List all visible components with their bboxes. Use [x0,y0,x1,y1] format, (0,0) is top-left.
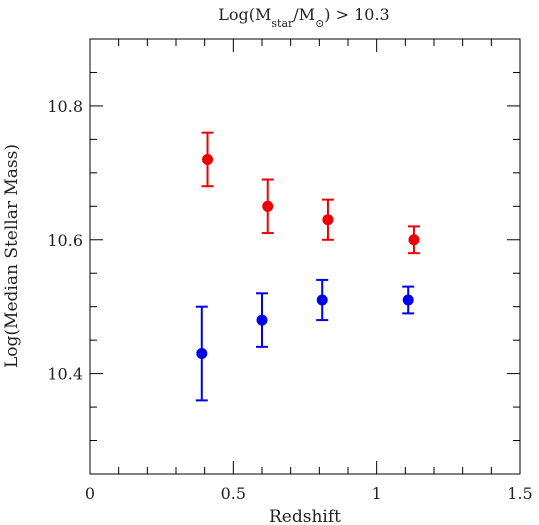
axis-ticks [89,38,521,475]
y-tick-label: 10.4 [47,365,83,384]
y-axis-label: Log(Median Stellar Mass) [2,144,22,368]
data-points [195,131,420,402]
chart-title: Log(Mstar/M⊙) > 10.3 [218,5,389,30]
x-axis-label: Redshift [269,507,341,525]
y-tick-label: 10.8 [47,97,83,116]
data-point [262,200,274,212]
plot-frame [89,38,521,475]
axis-tick-labels: 0 0.5 1 1.5 10.4 10.6 10.8 [47,97,532,503]
y-tick-label: 10.6 [47,231,83,250]
x-tick-label: 1.5 [507,484,532,503]
data-point [202,153,214,165]
data-point [322,214,334,226]
data-point [316,294,328,306]
data-point [402,294,414,306]
data-point [196,348,208,360]
data-point [256,314,268,326]
x-tick-label: 1 [372,484,382,503]
data-point [408,234,420,246]
x-tick-label: 0 [85,484,95,503]
x-tick-label: 0.5 [221,484,246,503]
